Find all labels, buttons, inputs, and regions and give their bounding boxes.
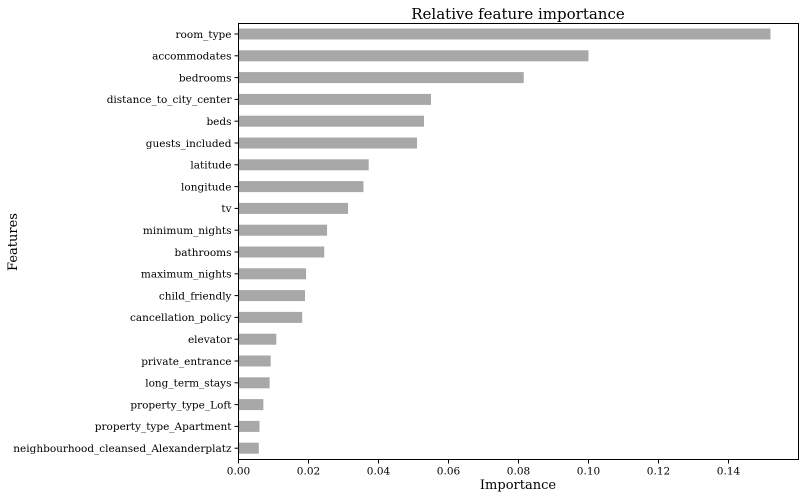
bar-beds [238, 115, 424, 127]
y-tick-label: child_friendly [159, 290, 232, 302]
y-tick-label: property_type_Apartment [95, 421, 232, 433]
y-tick-label: longitude [181, 181, 231, 193]
bar-neighbourhood_cleansed_Alexanderplatz [238, 442, 259, 454]
bar-room_type [238, 28, 771, 40]
y-tick-label: neighbourhood_cleansed_Alexanderplatz [13, 443, 232, 455]
bar-bathrooms [238, 246, 325, 258]
x-tick-label: 0.04 [367, 466, 391, 478]
x-tick-label: 0.02 [297, 466, 320, 478]
y-tick-label: accommodates [152, 51, 231, 63]
x-tick-label: 0.14 [717, 466, 741, 478]
y-tick-label: bedrooms [179, 72, 232, 84]
bar-property_type_Loft [238, 399, 264, 411]
x-tick-label: 0.00 [227, 466, 250, 478]
bar-bedrooms [238, 72, 524, 84]
y-tick-label: room_type [176, 29, 232, 41]
y-tick-label: bathrooms [175, 247, 232, 259]
y-tick-label: guests_included [146, 138, 232, 150]
y-tick-label: distance_to_city_center [107, 94, 233, 106]
bar-latitude [238, 159, 369, 171]
bar-long_term_stays [238, 377, 270, 389]
y-tick-label: tv [221, 203, 231, 215]
bar-minimum_nights [238, 224, 328, 236]
y-tick-label: private_entrance [141, 356, 231, 368]
bar-guests_included [238, 137, 417, 149]
bar-elevator [238, 333, 277, 345]
bar-private_entrance [238, 355, 271, 367]
x-tick-label: 0.06 [437, 466, 461, 478]
x-tick-label: 0.08 [507, 466, 530, 478]
y-tick-label: long_term_stays [145, 378, 231, 390]
x-ticks: 0.00 0.02 0.04 0.06 0.08 0.10 0.12 0.14 [227, 459, 741, 478]
x-tick-label: 0.10 [577, 466, 600, 478]
bar-longitude [238, 181, 364, 193]
plot-frame [238, 23, 799, 460]
bar-child_friendly [238, 290, 305, 302]
y-tick-labels: room_type accommodates bedrooms distance_to… [13, 29, 239, 455]
bar-distance_to_city_center [238, 93, 431, 105]
y-tick-label: cancellation_policy [130, 312, 232, 324]
y-tick-label: maximum_nights [141, 269, 232, 281]
y-tick-label: minimum_nights [143, 225, 232, 237]
y-axis-label: Features [6, 213, 21, 271]
x-axis-label: Importance [480, 478, 556, 493]
bar-property_type_Apartment [238, 420, 260, 432]
chart-title: Relative feature importance [411, 5, 625, 23]
y-tick-label: property_type_Loft [130, 399, 232, 411]
y-tick-label: beds [206, 116, 231, 128]
bar-cancellation_policy [238, 311, 303, 323]
y-tick-label: elevator [188, 334, 233, 346]
bar-tv [238, 202, 349, 214]
y-tick-label: latitude [190, 160, 231, 172]
bar-maximum_nights [238, 268, 307, 280]
bars-group [238, 28, 771, 454]
x-tick-label: 0.12 [647, 466, 670, 478]
bar-accommodates [238, 50, 589, 62]
